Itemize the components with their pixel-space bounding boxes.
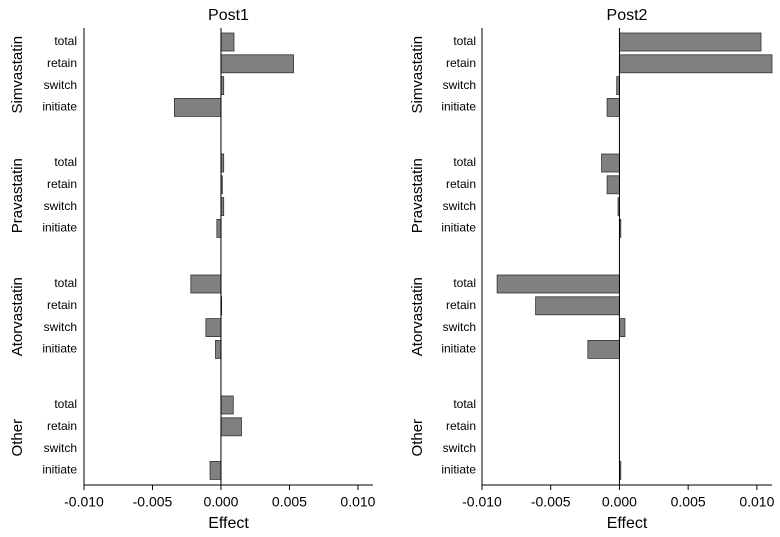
bar	[173, 98, 222, 117]
y-tick-label: total	[453, 155, 476, 169]
group-label: Simvastatin	[9, 36, 26, 114]
bar	[619, 318, 626, 338]
x-tick-label: 0.005	[671, 494, 706, 510]
x-tick-label: 0.005	[272, 494, 307, 510]
y-tick-label: initiate	[42, 221, 77, 235]
y-tick-label: switch	[443, 320, 476, 334]
y-tick-label: total	[54, 397, 77, 411]
y-tick-label: initiate	[441, 221, 476, 235]
x-tick-label: 0.000	[203, 494, 238, 510]
y-tick-label: switch	[44, 441, 77, 455]
x-tick-label: 0.010	[739, 494, 774, 510]
y-tick-label: retain	[47, 177, 77, 191]
y-tick-label: retain	[446, 56, 476, 70]
y-tick-label: initiate	[42, 463, 77, 477]
bar	[619, 32, 762, 52]
bar	[209, 460, 222, 480]
group-label: Atorvastatin	[409, 277, 426, 356]
y-tick-label: total	[453, 397, 476, 411]
x-tick-label: 0.000	[602, 494, 637, 510]
bar	[220, 54, 294, 74]
y-tick-label: retain	[47, 419, 77, 433]
y-tick-label: switch	[443, 441, 476, 455]
y-tick-label: total	[453, 276, 476, 290]
y-tick-label: retain	[446, 177, 476, 191]
bar	[205, 318, 222, 338]
bar	[587, 339, 620, 359]
y-tick-label: switch	[44, 78, 77, 92]
y-tick-label: initiate	[441, 463, 476, 477]
bar	[215, 339, 222, 359]
bar	[619, 54, 773, 74]
bar	[190, 274, 222, 294]
group-label: Pravastatin	[409, 158, 426, 233]
bar	[496, 274, 620, 294]
chart-title: Post2	[607, 7, 648, 24]
y-tick-label: initiate	[42, 100, 77, 114]
group-label: Other	[9, 419, 26, 457]
chart-title: Post1	[208, 7, 249, 24]
y-tick-label: initiate	[441, 342, 476, 356]
y-tick-label: total	[54, 34, 77, 48]
y-tick-label: total	[54, 155, 77, 169]
bar	[220, 395, 234, 415]
bar	[220, 417, 242, 437]
group-label: Pravastatin	[9, 158, 26, 233]
bar	[216, 218, 222, 238]
x-axis-label: Effect	[208, 515, 249, 532]
bar	[220, 32, 235, 52]
x-tick-label: -0.005	[133, 494, 173, 510]
y-tick-label: retain	[446, 298, 476, 312]
y-tick-label: switch	[44, 320, 77, 334]
x-tick-label: 0.010	[340, 494, 375, 510]
x-tick-label: -0.005	[531, 494, 571, 510]
bar	[601, 153, 620, 173]
y-tick-label: initiate	[441, 100, 476, 114]
bar	[535, 296, 620, 316]
y-tick-label: retain	[47, 56, 77, 70]
y-tick-label: total	[54, 276, 77, 290]
y-tick-label: switch	[443, 78, 476, 92]
x-axis-label: Effect	[607, 515, 648, 532]
group-label: Atorvastatin	[9, 277, 26, 356]
group-label: Simvastatin	[409, 36, 426, 114]
y-tick-label: total	[453, 34, 476, 48]
y-tick-label: retain	[47, 298, 77, 312]
y-tick-label: switch	[44, 199, 77, 213]
y-tick-label: retain	[446, 419, 476, 433]
bar	[606, 175, 620, 195]
x-tick-label: -0.010	[462, 494, 502, 510]
x-tick-label: -0.010	[64, 494, 104, 510]
y-tick-label: switch	[443, 199, 476, 213]
y-tick-label: initiate	[42, 342, 77, 356]
bar	[606, 98, 620, 117]
group-label: Other	[409, 419, 426, 457]
